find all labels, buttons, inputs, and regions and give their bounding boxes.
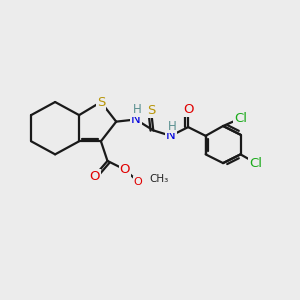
Text: H: H — [167, 119, 176, 133]
Text: O: O — [120, 163, 130, 176]
Text: Cl: Cl — [234, 112, 247, 125]
Text: S: S — [147, 104, 155, 117]
Text: N: N — [166, 129, 175, 142]
Text: CH₃: CH₃ — [149, 174, 168, 184]
Text: H: H — [133, 103, 141, 116]
Text: O: O — [183, 103, 194, 116]
Text: O: O — [89, 170, 100, 183]
Text: Cl: Cl — [249, 157, 262, 169]
Text: O: O — [134, 177, 142, 187]
Text: N: N — [131, 113, 141, 126]
Text: S: S — [97, 95, 105, 109]
